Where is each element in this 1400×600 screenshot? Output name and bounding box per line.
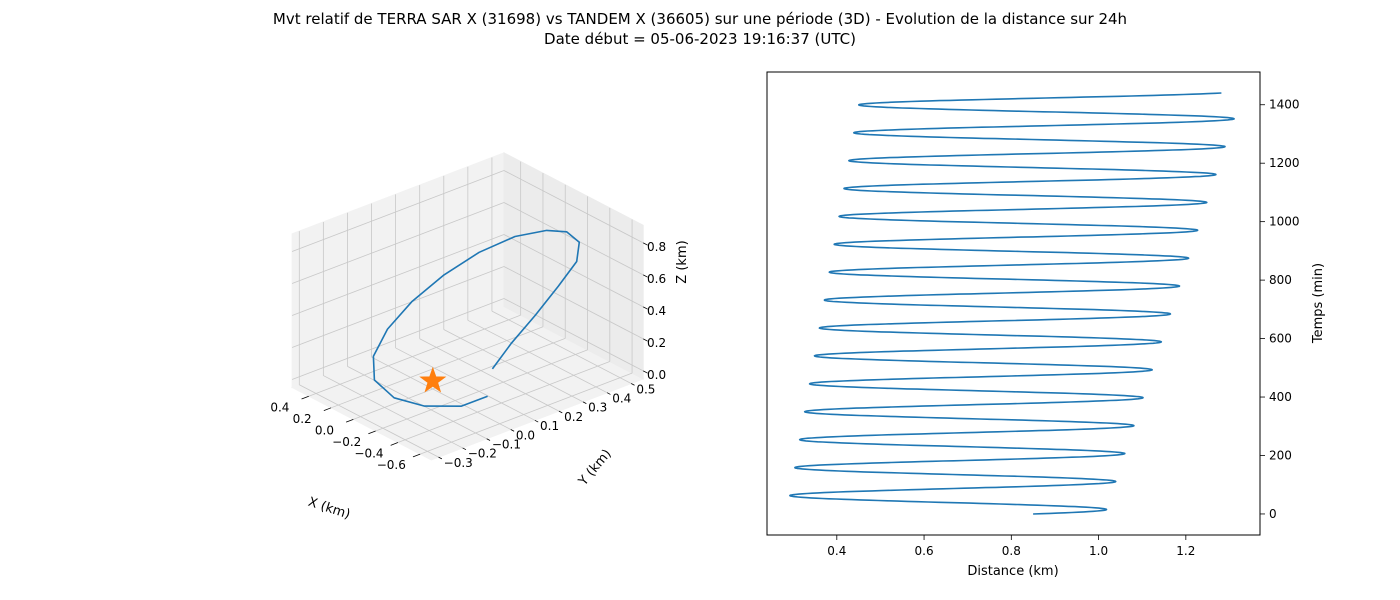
- 3d-x-axis-label: X (km): [306, 495, 352, 523]
- y-tick-mark: [486, 438, 491, 441]
- gridline-y-floor: [371, 356, 511, 430]
- gridline-z-left-wall: [291, 170, 505, 252]
- gridline-y-floor: [419, 338, 560, 412]
- y-tick-label: 0.1: [540, 419, 559, 433]
- y-tick-label: −0.3: [444, 456, 473, 470]
- trajectory-line: [372, 229, 581, 408]
- z-tick-mark: [643, 242, 648, 246]
- x-tick-mark: [390, 442, 399, 446]
- gridline-z-left-wall: [291, 234, 505, 316]
- x-tick-label: 0.4: [827, 544, 846, 558]
- x-tick-label: 1.2: [1176, 544, 1195, 558]
- y-tick-label: −0.2: [468, 447, 497, 461]
- y-tick-label: 1200: [1269, 156, 1300, 170]
- x-tick-label: 0.0: [315, 423, 334, 437]
- gridline-x-floor: [420, 372, 633, 455]
- y-tick-label: 0.4: [612, 391, 631, 405]
- gridline-z-back-wall: [503, 266, 644, 340]
- 3d-trajectory: [372, 229, 581, 408]
- gridline-z-left-wall: [291, 266, 505, 348]
- 3d-ticks: −0.6−0.4−0.20.00.20.4−0.3−0.2−0.10.00.10…: [270, 240, 666, 472]
- gridline-x-floor: [375, 349, 588, 432]
- y-tick-mark: [510, 429, 515, 432]
- y-tick-label: 400: [1269, 390, 1292, 404]
- plot-2d-frame: [766, 71, 1261, 536]
- gridline-x-floor: [330, 326, 544, 409]
- y-tick-label: −0.1: [492, 438, 521, 452]
- gridline-y-floor: [395, 347, 536, 421]
- z-tick-label: 0.6: [647, 272, 666, 286]
- y-tick-label: 0.3: [588, 401, 607, 415]
- y-tick-label: 800: [1269, 273, 1292, 287]
- y-tick-label: 0.2: [564, 410, 583, 424]
- x-tick-mark: [368, 430, 376, 435]
- plot-2d-axes: 0.4 0.6 0.8 1.0 1.2 0 200 400 600 800 1000 1200 140…: [766, 71, 1326, 579]
- x-tick-label: −0.4: [354, 447, 383, 461]
- gridline-y-floor: [491, 310, 632, 384]
- y-tick-label: 200: [1269, 448, 1292, 462]
- z-tick-mark: [643, 306, 648, 310]
- gridline-z-back-wall: [503, 298, 644, 372]
- 3d-z-axis-label: Z (km): [675, 240, 690, 283]
- z-tick-label: 0.0: [647, 368, 666, 382]
- x-tick-label: 0.4: [270, 400, 289, 414]
- 2d-y-ticks: 0 200 400 600 800 1000 1200 1400: [1260, 98, 1300, 521]
- y-tick-mark: [438, 456, 443, 460]
- y-tick-mark: [630, 383, 635, 386]
- gridline-y-floor: [443, 329, 584, 403]
- gridline-z-left-wall: [291, 298, 505, 380]
- x-tick-label: 0.8: [1002, 544, 1021, 558]
- 2d-x-ticks: 0.4 0.6 0.8 1.0 1.2: [827, 535, 1195, 558]
- x-tick-mark: [323, 407, 332, 411]
- gridline-z-back-wall: [503, 202, 644, 276]
- x-tick-label: −0.2: [332, 435, 361, 449]
- z-tick-label: 0.4: [647, 304, 666, 318]
- figure-title-line1: Mvt relatif de TERRA SAR X (31698) vs TA…: [273, 10, 1127, 28]
- y-tick-mark: [558, 410, 563, 414]
- y-tick-mark: [582, 401, 587, 404]
- 2d-x-axis-label: Distance (km): [967, 564, 1058, 579]
- gridline-y-floor: [323, 375, 463, 449]
- 3d-y-axis-label: Y (km): [575, 447, 614, 490]
- x-tick-label: 0.2: [293, 412, 312, 426]
- y-tick-label: 600: [1269, 332, 1292, 346]
- z-tick-mark: [643, 274, 648, 278]
- gridline-y-floor: [347, 366, 487, 440]
- y-tick-label: 1000: [1269, 215, 1300, 229]
- y-tick-label: 0.5: [636, 382, 655, 396]
- z-tick-label: 0.8: [647, 240, 666, 254]
- y-tick-mark: [462, 447, 467, 451]
- 3d-gridlines: [291, 157, 644, 458]
- x-tick-mark: [345, 419, 354, 423]
- gridline-x-floor: [308, 314, 521, 397]
- y-tick-label: 1400: [1269, 98, 1300, 112]
- y-tick-label: 0.0: [516, 428, 535, 442]
- gridline-y-floor: [467, 319, 608, 394]
- gridline-z-back-wall: [503, 234, 644, 308]
- y-tick-mark: [606, 392, 611, 395]
- gridline-z-back-wall: [503, 170, 644, 244]
- z-tick-label: 0.2: [647, 336, 666, 350]
- x-tick-label: 0.6: [915, 544, 934, 558]
- origin-star-marker: [419, 366, 447, 393]
- gridline-x-floor: [397, 361, 610, 443]
- x-tick-mark: [412, 453, 421, 458]
- x-tick-label: 1.0: [1089, 544, 1108, 558]
- x-tick-label: −0.6: [377, 458, 406, 472]
- y-tick-mark: [534, 419, 539, 423]
- plot-3d-axes: −0.6−0.4−0.20.00.20.4−0.3−0.2−0.10.00.10…: [270, 152, 690, 523]
- z-tick-mark: [643, 338, 648, 342]
- figure-title-line2: Date début = 05-06-2023 19:16:37 (UTC): [544, 30, 856, 48]
- 2d-y-axis-label: Temps (min): [1311, 263, 1326, 344]
- x-tick-mark: [301, 395, 309, 400]
- gridline-z-left-wall: [291, 202, 505, 284]
- z-tick-mark: [643, 370, 648, 374]
- gridline-y-floor: [299, 384, 439, 458]
- distance-line: [789, 92, 1235, 515]
- y-tick-label: 0: [1269, 507, 1277, 521]
- gridline-x-floor: [353, 337, 566, 420]
- 2d-distance-series: [789, 92, 1235, 515]
